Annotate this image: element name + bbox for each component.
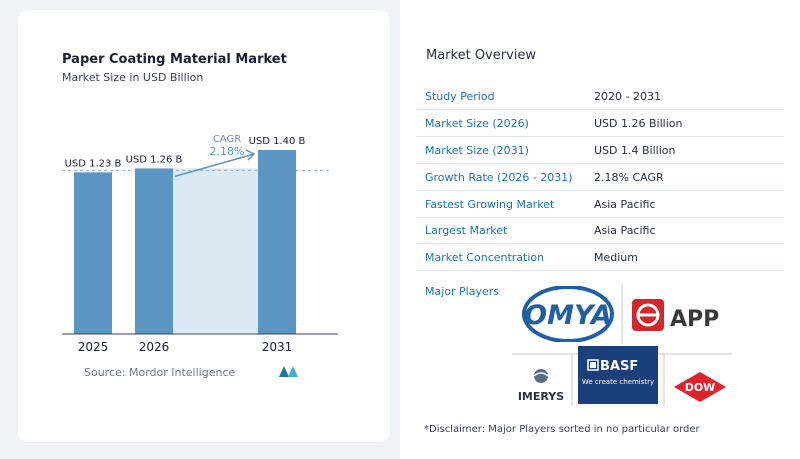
dow-logo-text: DOW: [685, 381, 716, 394]
chart-title: Paper Coating Material Market: [62, 52, 287, 67]
overview-title: Market Overview: [426, 48, 537, 63]
row-value: Asia Pacific: [594, 224, 656, 237]
imerys-logo-text: IMERYS: [518, 390, 564, 403]
source-text: Source: Mordor Intelligence: [84, 366, 236, 379]
row-label: Largest Market: [425, 224, 508, 237]
row-value: USD 1.4 Billion: [594, 144, 676, 157]
omya-logo-text: OMYA: [524, 300, 612, 331]
basf-logo-text: BASF: [600, 359, 638, 374]
row-value: 2020 - 2031: [594, 90, 661, 103]
row-value: USD 1.26 Billion: [594, 117, 683, 130]
category-label-2031: 2031: [262, 340, 293, 354]
dow-logo: DOW: [672, 370, 728, 404]
overview-row-growth-rate: Growth Rate (2026 - 2031) 2.18% CAGR: [416, 165, 784, 191]
dow-logo-icon: DOW: [674, 372, 726, 402]
omya-logo: OMYA: [522, 285, 614, 343]
basf-tagline: We create chemistry: [582, 378, 654, 386]
cagr-arrow-line: [174, 153, 255, 178]
cagr-arrow-head: [245, 149, 256, 161]
bar-2025: [74, 172, 112, 334]
category-label-2025: 2025: [78, 340, 109, 354]
mordor-logo-icon: [279, 366, 298, 377]
row-value: Medium: [594, 251, 638, 264]
market-overview-panel: Market Overview Study Period 2020 - 2031…: [400, 0, 800, 459]
major-players-label: Major Players: [425, 285, 499, 298]
row-label: Market Concentration: [425, 251, 545, 264]
row-label: Fastest Growing Market: [425, 198, 555, 211]
cagr-value: 2.18%: [210, 145, 245, 158]
row-label: Study Period: [425, 90, 495, 103]
data-label-2026: USD 1.26 B: [126, 154, 183, 165]
bar-chart: USD 1.23 B 2025 USD 1.26 B 2026 USD 1.40 B 20…: [62, 134, 338, 354]
row-label: Market Size (2026): [425, 117, 529, 130]
basf-logo-icon: BASF We create chemistry: [582, 359, 654, 386]
data-label-2025: USD 1.23 B: [65, 158, 122, 169]
row-label: Market Size (2031): [425, 144, 529, 157]
basf-logo: BASF We create chemistry: [578, 346, 658, 404]
row-value: 2.18% CAGR: [594, 171, 664, 184]
app-logo-icon: APP: [632, 299, 719, 332]
imerys-logo-icon: IMERYS: [518, 369, 564, 403]
overview-row-largest-market: Largest Market Asia Pacific: [416, 218, 784, 244]
overview-row-market-size-2026: Market Size (2026) USD 1.26 Billion: [416, 111, 784, 137]
chart-subtitle: Market Size in USD Billion: [62, 71, 204, 84]
app-logo-text: APP: [670, 307, 719, 332]
bar-2031: [258, 150, 296, 334]
category-label-2026: 2026: [139, 340, 170, 354]
bar-2026: [135, 168, 173, 334]
overview-row-market-size-2031: Market Size (2031) USD 1.4 Billion: [416, 138, 784, 164]
overview-row-fastest-growing: Fastest Growing Market Asia Pacific: [416, 192, 784, 218]
cagr-highlight-region: [173, 168, 258, 334]
disclaimer-text: *Disclaimer: Major Players sorted in no …: [424, 424, 700, 435]
row-label: Growth Rate (2026 - 2031): [425, 171, 573, 184]
row-value: Asia Pacific: [594, 198, 656, 211]
overview-row-concentration: Market Concentration Medium: [416, 245, 784, 271]
app-logo: APP: [630, 296, 730, 336]
overview-row-study-period: Study Period 2020 - 2031: [416, 84, 784, 110]
major-players-logos: OMYA APP IMERYS BASF: [512, 282, 732, 408]
data-label-2031: USD 1.40 B: [249, 136, 306, 147]
cagr-label: CAGR: [213, 134, 241, 145]
imerys-logo: IMERYS: [512, 366, 570, 406]
omya-logo-icon: OMYA: [522, 285, 614, 343]
